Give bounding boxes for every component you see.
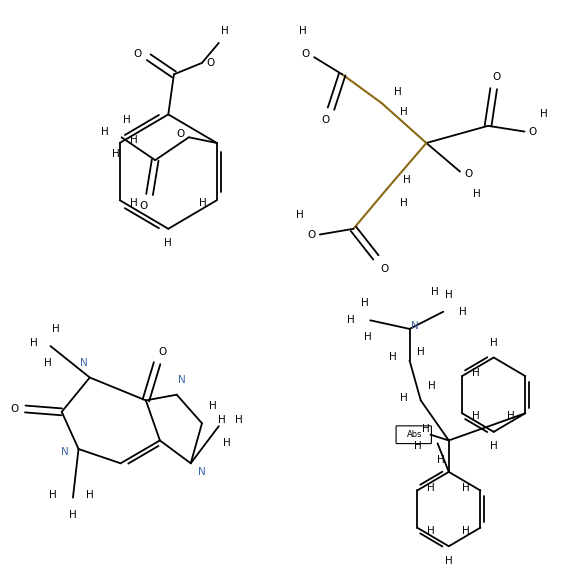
Text: N: N: [411, 321, 419, 331]
Text: H: H: [112, 149, 120, 160]
Text: H: H: [30, 338, 38, 348]
Text: H: H: [428, 381, 436, 391]
Text: H: H: [459, 307, 467, 317]
Text: H: H: [417, 347, 425, 357]
Text: H: H: [473, 189, 481, 200]
Text: H: H: [400, 106, 408, 117]
Text: H: H: [347, 315, 355, 325]
Text: H: H: [445, 555, 453, 566]
Text: H: H: [436, 455, 444, 466]
Text: H: H: [427, 526, 435, 535]
Text: O: O: [529, 126, 537, 137]
Text: H: H: [223, 438, 231, 448]
Text: H: H: [164, 238, 172, 248]
Text: H: H: [361, 298, 369, 308]
Text: H: H: [364, 332, 371, 343]
Text: H: H: [299, 26, 307, 37]
Text: H: H: [490, 338, 498, 348]
Text: H: H: [445, 289, 453, 300]
Text: H: H: [403, 175, 411, 185]
Text: H: H: [69, 510, 77, 520]
Text: H: H: [431, 287, 439, 297]
Text: H: H: [296, 209, 304, 220]
Text: H: H: [123, 115, 131, 125]
Text: H: H: [472, 368, 480, 378]
Text: O: O: [465, 169, 472, 180]
Text: H: H: [414, 441, 422, 451]
Text: H: H: [394, 86, 402, 97]
Text: O: O: [176, 129, 185, 140]
Text: H: H: [507, 411, 515, 421]
Text: H: H: [462, 526, 470, 535]
Text: H: H: [472, 411, 480, 421]
FancyBboxPatch shape: [396, 426, 431, 444]
Text: O: O: [134, 49, 141, 59]
Text: H: H: [199, 198, 207, 208]
Text: H: H: [490, 441, 498, 451]
Text: H: H: [220, 26, 228, 37]
Text: H: H: [130, 198, 137, 208]
Text: H: H: [422, 424, 430, 434]
Text: O: O: [206, 58, 214, 68]
Text: N: N: [80, 358, 88, 368]
Text: H: H: [218, 415, 226, 426]
Text: O: O: [159, 347, 167, 357]
Text: H: H: [209, 401, 217, 411]
Text: H: H: [400, 392, 408, 403]
Text: O: O: [140, 201, 148, 211]
Text: H: H: [540, 109, 548, 120]
Text: O: O: [321, 115, 329, 125]
Text: H: H: [427, 483, 435, 492]
Text: O: O: [10, 404, 18, 414]
Text: H: H: [130, 135, 137, 145]
Text: H: H: [52, 324, 60, 334]
Text: N: N: [61, 447, 68, 457]
Text: H: H: [49, 490, 57, 500]
Text: H: H: [462, 483, 470, 492]
Text: Abs: Abs: [407, 430, 423, 439]
Text: H: H: [101, 126, 109, 137]
Text: H: H: [86, 490, 94, 500]
Text: N: N: [198, 467, 206, 477]
Text: H: H: [400, 198, 408, 208]
Text: H: H: [44, 358, 52, 368]
Text: O: O: [307, 229, 315, 240]
Text: O: O: [493, 72, 500, 82]
Text: N: N: [178, 375, 186, 386]
Text: O: O: [380, 264, 388, 274]
Text: H: H: [234, 415, 242, 426]
Text: H: H: [389, 352, 397, 363]
Text: O: O: [302, 49, 310, 59]
